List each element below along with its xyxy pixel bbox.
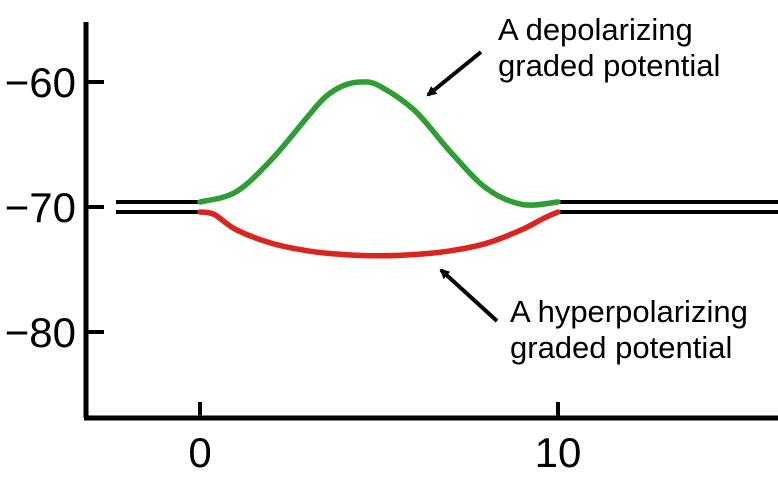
depolarizing-label-line-1: A depolarizing [498, 12, 693, 47]
x-tick-label: 0 [188, 429, 211, 476]
y-tick-label: −80 [5, 309, 76, 356]
resting-baselines [116, 200, 778, 214]
y-ticks: −60 −70 −80 [5, 59, 104, 356]
hyperpolarizing-label: A hyperpolarizing graded potential [510, 294, 756, 365]
y-tick-label: −70 [5, 184, 76, 231]
y-tick-label: −60 [5, 59, 76, 106]
hyperpolarizing-arrow [439, 268, 499, 323]
hyperpolarizing-label-line-2: graded potential [510, 330, 732, 365]
x-tick-label: 10 [535, 429, 582, 476]
depolarizing-label-line-2: graded potential [498, 48, 720, 83]
hyperpolarizing-label-line-1: A hyperpolarizing [510, 294, 748, 329]
depolarizing-arrow [426, 50, 483, 97]
depolarizing-label: A depolarizing graded potential [498, 12, 720, 83]
x-ticks: 0 10 [188, 402, 581, 476]
hyperpolarizing-curve [197, 209, 561, 259]
depolarizing-curve [197, 79, 561, 208]
